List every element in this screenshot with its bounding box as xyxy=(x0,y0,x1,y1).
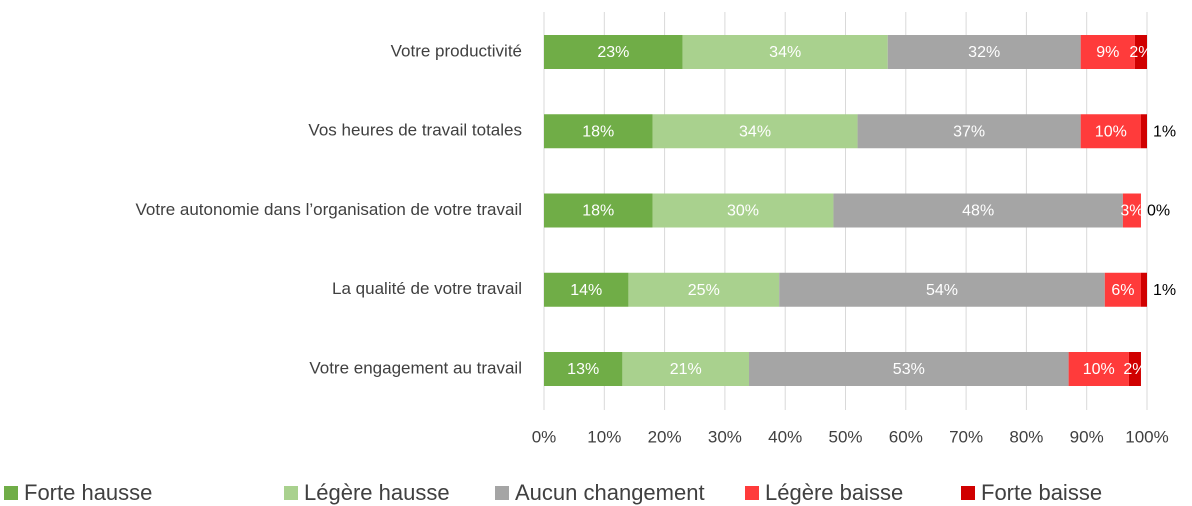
x-tick-label: 40% xyxy=(768,427,802,446)
x-tick-label: 80% xyxy=(1009,427,1043,446)
legend-swatch xyxy=(745,486,759,500)
bar-segment xyxy=(1080,35,1135,69)
legend-swatch xyxy=(284,486,298,500)
bar-segment xyxy=(1134,35,1147,69)
legend-label: Légère baisse xyxy=(765,480,903,505)
x-tick-label: 0% xyxy=(532,427,557,446)
data-label: 9% xyxy=(1096,44,1119,61)
data-label: 3% xyxy=(1120,203,1143,220)
bar-segment xyxy=(857,114,1081,149)
bar-segment xyxy=(682,35,888,69)
data-label: 14% xyxy=(570,282,602,299)
legend-label: Forte baisse xyxy=(981,480,1102,505)
legend-swatch xyxy=(495,486,509,500)
data-label: 1% xyxy=(1153,282,1176,299)
data-label: 48% xyxy=(962,203,994,220)
legend-swatch xyxy=(961,486,975,500)
x-tick-label: 50% xyxy=(828,427,862,446)
data-label: 2% xyxy=(1129,44,1152,61)
x-tick-label: 100% xyxy=(1125,427,1168,446)
bar-segment xyxy=(1122,193,1141,228)
bar-segment xyxy=(1080,114,1141,149)
bar-segment xyxy=(652,193,834,228)
bar-segment xyxy=(779,272,1105,307)
x-tick-label: 70% xyxy=(949,427,983,446)
bar-segment xyxy=(1068,352,1129,386)
x-tick-label: 60% xyxy=(889,427,923,446)
data-label: 32% xyxy=(968,44,1000,61)
category-label: Votre productivité xyxy=(391,41,522,60)
bar-segment xyxy=(652,114,858,149)
x-tick-label: 20% xyxy=(648,427,682,446)
data-label: 18% xyxy=(582,123,614,140)
data-label: 13% xyxy=(567,361,599,378)
data-label: 25% xyxy=(688,282,720,299)
bar-segment xyxy=(544,114,653,149)
data-label: 10% xyxy=(1095,123,1127,140)
data-label: 34% xyxy=(739,123,771,140)
data-label: 23% xyxy=(597,44,629,61)
bar-segment xyxy=(1104,272,1141,307)
category-label: Vos heures de travail totales xyxy=(308,121,522,140)
data-label: 30% xyxy=(727,203,759,220)
bar-segment xyxy=(622,352,750,386)
category-label: Votre engagement au travail xyxy=(309,358,522,377)
legend-swatch xyxy=(4,486,18,500)
bar-segment xyxy=(833,193,1123,228)
legend-label: Légère hausse xyxy=(304,480,450,505)
x-tick-label: 30% xyxy=(708,427,742,446)
legend-label: Forte hausse xyxy=(24,480,152,505)
data-label: 37% xyxy=(953,123,985,140)
bar-segment xyxy=(544,272,629,307)
data-label: 2% xyxy=(1123,361,1146,378)
data-label: 53% xyxy=(893,361,925,378)
bar-segment xyxy=(544,352,623,386)
category-label: La qualité de votre travail xyxy=(332,279,522,298)
bar-segment xyxy=(887,35,1081,69)
data-label: 54% xyxy=(926,282,958,299)
data-label: 18% xyxy=(582,203,614,220)
data-label: 10% xyxy=(1083,361,1115,378)
bar-segment xyxy=(749,352,1069,386)
data-label: 21% xyxy=(670,361,702,378)
data-label: 1% xyxy=(1153,123,1176,140)
bar-segment xyxy=(1140,114,1147,149)
data-label: 6% xyxy=(1111,282,1134,299)
bar-segment xyxy=(544,193,653,228)
legend-label: Aucun changement xyxy=(515,480,705,505)
bar-segment xyxy=(544,35,683,69)
bar-segment xyxy=(628,272,780,307)
data-label: 0% xyxy=(1147,203,1170,220)
x-tick-label: 10% xyxy=(587,427,621,446)
bar-segment xyxy=(1128,352,1141,386)
data-label: 34% xyxy=(769,44,801,61)
category-label: Votre autonomie dans l’organisation de v… xyxy=(135,200,522,219)
bar-segment xyxy=(1140,272,1147,307)
x-tick-label: 90% xyxy=(1070,427,1104,446)
